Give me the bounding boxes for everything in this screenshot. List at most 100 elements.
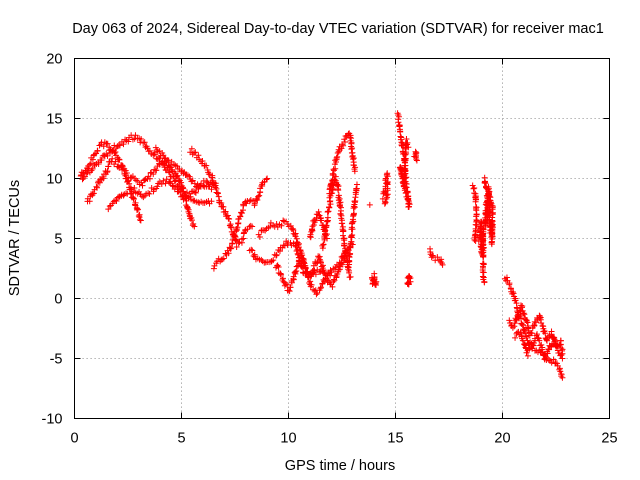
data-point — [128, 174, 135, 181]
data-point — [98, 157, 105, 164]
data-point — [188, 217, 195, 224]
data-point — [350, 213, 357, 220]
data-point — [295, 244, 302, 251]
data-point — [559, 374, 566, 381]
data-point — [220, 255, 227, 262]
data-point — [337, 211, 344, 218]
data-point — [325, 208, 332, 215]
data-point — [273, 252, 280, 259]
data-point — [517, 329, 524, 336]
data-point — [146, 175, 153, 182]
y-axis-label: SDTVAR / TECUs — [7, 180, 23, 296]
data-point — [551, 336, 558, 343]
data-point — [339, 220, 346, 227]
data-point — [232, 234, 239, 241]
data-point — [343, 252, 350, 259]
data-point — [247, 222, 254, 229]
data-point — [315, 211, 322, 218]
data-point — [350, 156, 357, 163]
data-point — [263, 176, 270, 183]
data-point — [313, 291, 320, 298]
data-point — [322, 271, 329, 278]
data-point — [104, 152, 111, 159]
data-point — [340, 142, 347, 149]
data-point — [334, 153, 341, 160]
data-point — [519, 304, 526, 311]
data-point — [326, 198, 333, 205]
data-point — [413, 157, 420, 164]
data-point — [329, 186, 336, 193]
data-point — [308, 271, 315, 278]
data-point — [384, 194, 391, 201]
data-point — [313, 260, 320, 267]
data-point — [134, 205, 141, 212]
data-point — [381, 200, 388, 207]
data-point — [548, 328, 555, 335]
y-tick-label: 0 — [54, 292, 62, 308]
data-point — [210, 265, 217, 272]
data-point — [324, 235, 331, 242]
data-point — [147, 169, 154, 176]
data-point — [350, 218, 357, 225]
data-point — [310, 286, 317, 293]
data-point — [82, 167, 89, 174]
data-point — [162, 180, 169, 187]
data-point — [93, 184, 100, 191]
data-point — [292, 231, 299, 238]
data-point — [320, 266, 327, 273]
data-point — [177, 189, 184, 196]
data-point — [282, 281, 289, 288]
data-point — [519, 321, 526, 328]
data-point — [280, 217, 287, 224]
data-point — [510, 290, 517, 297]
data-point — [317, 258, 324, 265]
y-tick-label: -10 — [42, 412, 63, 428]
data-point — [559, 355, 566, 362]
data-point — [112, 197, 119, 204]
data-point — [289, 225, 296, 232]
y-tick-label: 10 — [46, 172, 62, 188]
data-point — [292, 268, 299, 275]
data-point — [188, 178, 195, 185]
y-tick-label: 5 — [54, 232, 62, 248]
data-point — [180, 188, 187, 195]
data-point — [299, 252, 306, 259]
data-point — [190, 220, 197, 227]
data-point — [295, 262, 302, 269]
data-point — [341, 235, 348, 242]
chart-title: Day 063 of 2024, Sidereal Day-to-day VTE… — [72, 21, 604, 37]
data-point — [164, 157, 171, 164]
data-point — [520, 310, 527, 317]
data-point — [480, 274, 487, 281]
data-point — [328, 269, 335, 276]
data-point — [544, 337, 551, 344]
data-point — [131, 185, 138, 192]
data-point — [87, 160, 94, 167]
data-point — [191, 180, 198, 187]
data-point — [150, 171, 157, 178]
data-point — [145, 190, 152, 197]
x-tick-label: 0 — [70, 431, 78, 447]
data-point — [522, 330, 529, 337]
data-point — [308, 281, 315, 288]
data-point — [119, 162, 126, 169]
data-point — [400, 183, 407, 190]
data-point — [512, 297, 519, 304]
data-point — [238, 209, 245, 216]
data-point — [307, 234, 314, 241]
data-point — [341, 139, 348, 146]
data-point — [141, 139, 148, 146]
data-point — [349, 232, 356, 239]
data-point — [111, 161, 118, 168]
data-point — [481, 278, 488, 285]
data-point — [222, 209, 229, 216]
y-tick-label: 20 — [46, 52, 62, 68]
data-point — [138, 136, 145, 143]
data-point — [488, 202, 495, 209]
data-point — [293, 263, 300, 270]
data-point — [333, 154, 340, 161]
data-point — [310, 217, 317, 224]
data-point — [318, 284, 325, 291]
data-point — [320, 241, 327, 248]
data-point — [336, 203, 343, 210]
